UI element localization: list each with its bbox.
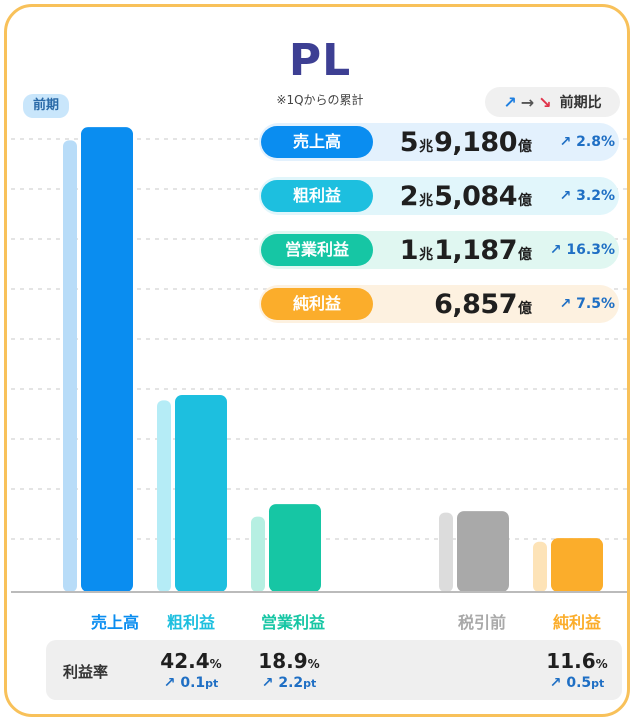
ratio-value: 18.9 xyxy=(258,649,308,673)
prev-period-badge: 前期 xyxy=(23,94,69,118)
kpi-label: 純利益 xyxy=(261,288,373,320)
ratio-delta-unit: pt xyxy=(303,677,317,690)
kpi-amount: 1 兆 1,187 億 xyxy=(373,235,533,266)
kpi-yoy: ↗ 16.3% xyxy=(549,242,615,258)
kpi-chou-unit: 兆 xyxy=(419,138,434,155)
kpi-row: 売上高 5 兆 9,180 億 ↗ 2.8% xyxy=(259,123,619,161)
bar-prev-operating xyxy=(251,516,265,592)
ratio-title: 利益率 xyxy=(63,663,109,681)
down-arrow-icon: ↘ xyxy=(538,92,552,112)
ratio-delta: ↗ 0.1 xyxy=(163,675,206,691)
ratio-panel xyxy=(46,640,622,700)
kpi-row: 純利益 6,857 億 ↗ 7.5% xyxy=(259,285,619,323)
kpi-row: 営業利益 1 兆 1,187 億 ↗ 16.3% xyxy=(259,231,619,269)
ratio-unit: % xyxy=(209,657,222,671)
category-label-net: 純利益 xyxy=(552,613,601,632)
kpi-value: 9,180 xyxy=(434,126,517,158)
bar-prev-sales xyxy=(63,140,77,592)
chart-title: PL xyxy=(288,35,352,86)
kpi-label: 営業利益 xyxy=(261,234,373,266)
kpi-label: 売上高 xyxy=(261,126,373,158)
up-arrow-icon: ↗ xyxy=(503,92,517,112)
kpi-label: 粗利益 xyxy=(261,180,373,212)
bar-current-operating xyxy=(269,504,321,592)
kpi-yoy: ↗ 7.5% xyxy=(559,296,615,312)
kpi-chou: 1 xyxy=(399,234,419,266)
ratio-value: 11.6 xyxy=(546,649,596,673)
kpi-unit: 億 xyxy=(518,138,532,155)
kpi-unit: 億 xyxy=(518,300,532,317)
kpi-yoy: ↗ 3.2% xyxy=(559,188,615,204)
ratio-delta-unit: pt xyxy=(591,677,605,690)
kpi-value: 6,857 xyxy=(434,288,517,320)
category-label-operating: 営業利益 xyxy=(260,613,325,632)
legend-label: 前期比 xyxy=(559,95,602,111)
ratio-delta: ↗ 2.2 xyxy=(261,675,304,691)
bar-current-net xyxy=(551,538,603,592)
flat-arrow-icon: → xyxy=(520,92,535,112)
bar-current-sales xyxy=(81,127,133,593)
legend: ↗ → ↘ 前期比 xyxy=(485,87,620,117)
bar-current-gross xyxy=(175,394,227,592)
bar-prev-gross xyxy=(157,400,171,592)
kpi-chou: 5 xyxy=(399,126,419,158)
category-label-pretax: 税引前 xyxy=(457,613,506,632)
ratio-delta-unit: pt xyxy=(205,677,219,690)
kpi-chou: 2 xyxy=(399,180,419,212)
chart-subtitle: ※1Qからの累計 xyxy=(276,93,364,107)
category-label-sales: 売上高 xyxy=(90,613,139,632)
ratio-operating: 18.9% ↗ 2.2pt xyxy=(239,649,339,691)
ratio-unit: % xyxy=(595,657,608,671)
kpi-chou-unit: 兆 xyxy=(419,246,434,263)
ratio-net: 11.6% ↗ 0.5pt xyxy=(527,649,627,691)
kpi-unit: 億 xyxy=(518,246,532,263)
ratio-unit: % xyxy=(307,657,320,671)
ratio-delta: ↗ 0.5 xyxy=(549,675,592,691)
bar-prev-pretax xyxy=(439,512,453,592)
ratio-gross: 42.4% ↗ 0.1pt xyxy=(141,649,241,691)
kpi-value: 1,187 xyxy=(434,234,517,266)
kpi-chou-unit: 兆 xyxy=(419,192,434,209)
category-label-gross: 粗利益 xyxy=(166,613,215,632)
kpi-amount: 6,857 億 xyxy=(373,289,533,320)
bar-current-pretax xyxy=(457,511,509,592)
kpi-amount: 2 兆 5,084 億 xyxy=(373,181,533,212)
kpi-unit: 億 xyxy=(518,192,532,209)
pl-card: PL ※1Qからの累計 前期 ↗ → ↘ 前期比 売上高 5 兆 9,180 億 ↗ 2.… xyxy=(4,4,630,717)
kpi-amount: 5 兆 9,180 億 xyxy=(373,127,533,158)
kpi-yoy: ↗ 2.8% xyxy=(559,134,615,150)
kpi-row: 粗利益 2 兆 5,084 億 ↗ 3.2% xyxy=(259,177,619,215)
ratio-value: 42.4 xyxy=(160,649,210,673)
bar-prev-net xyxy=(533,541,547,592)
kpi-value: 5,084 xyxy=(434,180,517,212)
